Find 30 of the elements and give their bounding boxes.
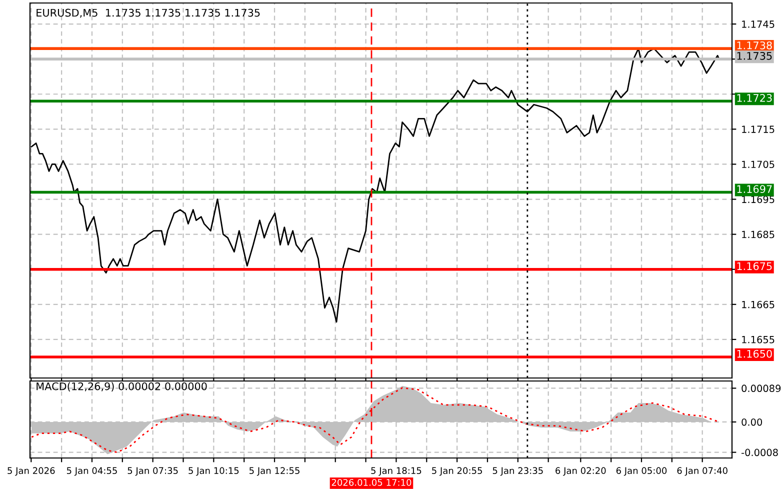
chart-title: EURUSD,M5 1.1735 1.1735 1.1735 1.1735 <box>36 8 260 18</box>
y-tick-label: 1.1655 <box>742 336 774 344</box>
chart-title: MACD(12,26,9) 0.00002 0.00000 <box>36 382 207 392</box>
x-tick-label: 5 Jan 07:35 <box>128 467 178 476</box>
y-tick-label: 1.1715 <box>742 126 774 133</box>
x-tick-label: 6 Jan 07:40 <box>677 467 728 476</box>
y-tick-label: 1.1705 <box>742 160 774 168</box>
y-tick-label: 0.00 <box>742 418 762 426</box>
x-tick-label: 5 Jan 18:15 <box>371 467 422 476</box>
x-tick-label: 6 Jan 02:20 <box>556 467 606 476</box>
x-tick-label: 5 Jan 10:15 <box>188 467 239 476</box>
ref-line-label: 1.1738 <box>737 41 772 50</box>
ref-line-label: 1.1697 <box>737 185 772 194</box>
ref-line-label: 1.1723 <box>737 94 772 102</box>
ref-line-label: 1.1650 <box>737 350 772 358</box>
y-tick-label: 1.1695 <box>742 196 774 204</box>
ref-line-label: 1.1675 <box>737 262 772 270</box>
y-tick-label: 1.1685 <box>742 230 774 238</box>
y-tick-label: -0.0008 <box>742 448 778 456</box>
ref-line-label: 1.1735 <box>737 52 772 60</box>
x-tick-label: 5 Jan 20:55 <box>432 467 482 476</box>
x-tick-label: 5 Jan 04:55 <box>66 467 117 476</box>
y-tick-label: 1.1745 <box>742 20 774 28</box>
x-tick-label: 5 Jan 12:55 <box>250 467 300 476</box>
y-tick-label: 1.1665 <box>742 300 774 308</box>
x-tick-label: 5 Jan 23:35 <box>492 467 543 476</box>
y-tick-label: 0.00089 <box>742 384 781 392</box>
x-tick-label: 5 Jan 2026 <box>8 467 55 476</box>
ref-line-label: 2026.01.05 17:10 <box>332 478 412 486</box>
x-tick-label: 6 Jan 05:00 <box>616 467 667 476</box>
